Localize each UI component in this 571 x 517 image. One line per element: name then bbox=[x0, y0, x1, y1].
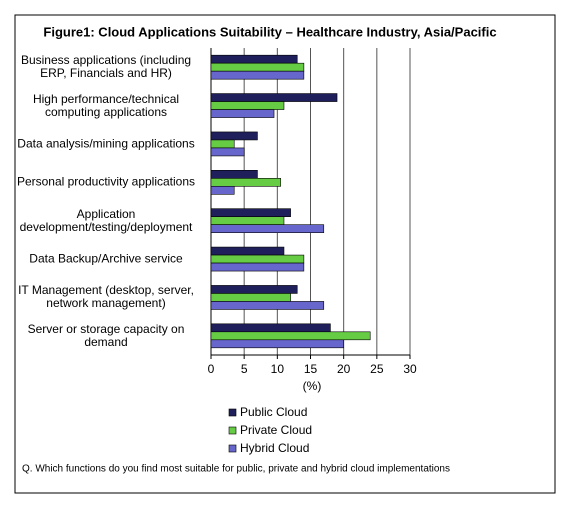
bar bbox=[210, 339, 344, 349]
x-tick-label: 0 bbox=[208, 362, 215, 376]
bar bbox=[210, 54, 298, 64]
legend-swatch bbox=[228, 408, 237, 417]
footnote: Q. Which functions do you find most suit… bbox=[22, 464, 450, 475]
y-tick-label: Business applications (including ERP, Fi… bbox=[20, 53, 192, 81]
x-tick-label: 15 bbox=[304, 362, 318, 376]
x-tick-label: 25 bbox=[370, 362, 384, 376]
bar bbox=[210, 216, 285, 225]
legend-label: Private Cloud bbox=[240, 423, 312, 437]
y-tick-label: Application development/testing/deployme… bbox=[19, 206, 193, 234]
bar bbox=[210, 224, 325, 233]
bar bbox=[210, 109, 275, 118]
legend-swatch bbox=[228, 444, 237, 453]
bar bbox=[210, 70, 305, 80]
legend-label: Hybrid Cloud bbox=[240, 441, 309, 455]
bar bbox=[210, 301, 325, 310]
x-tick-label: 10 bbox=[271, 362, 285, 376]
frame bbox=[14, 14, 556, 494]
bar bbox=[210, 147, 245, 157]
bar bbox=[210, 323, 331, 333]
bar bbox=[210, 246, 285, 256]
x-tick-label: 5 bbox=[241, 362, 248, 376]
y-tick-label: Data Backup/Archive service bbox=[29, 251, 183, 266]
bar bbox=[210, 293, 291, 302]
bar bbox=[210, 178, 281, 187]
bar bbox=[210, 331, 371, 341]
bar bbox=[210, 93, 338, 102]
bar bbox=[210, 131, 258, 141]
y-tick-label: Data analysis/mining applications bbox=[17, 136, 195, 151]
bar bbox=[210, 208, 291, 217]
x-tick-label: 20 bbox=[337, 362, 351, 376]
bar bbox=[210, 170, 258, 179]
legend-swatch bbox=[228, 426, 237, 435]
bar bbox=[210, 139, 235, 149]
x-tick-label: 30 bbox=[403, 362, 417, 376]
legend-label: Public Cloud bbox=[240, 405, 307, 419]
y-tick-label: Personal productivity applications bbox=[16, 174, 196, 189]
y-tick-label: High performance/technical computing app… bbox=[32, 91, 180, 119]
bar bbox=[210, 262, 305, 272]
bar bbox=[210, 101, 285, 110]
y-tick-label: IT Management (desktop, server, network … bbox=[18, 283, 194, 311]
bar bbox=[210, 186, 235, 195]
bar bbox=[210, 62, 305, 72]
y-tick-label: Server or storage capacity on demand bbox=[27, 321, 185, 349]
bar bbox=[210, 254, 305, 264]
x-axis-label: (%) bbox=[303, 379, 322, 393]
chart-title: Figure1: Cloud Applications Suitability … bbox=[43, 24, 496, 39]
bar bbox=[210, 285, 298, 294]
